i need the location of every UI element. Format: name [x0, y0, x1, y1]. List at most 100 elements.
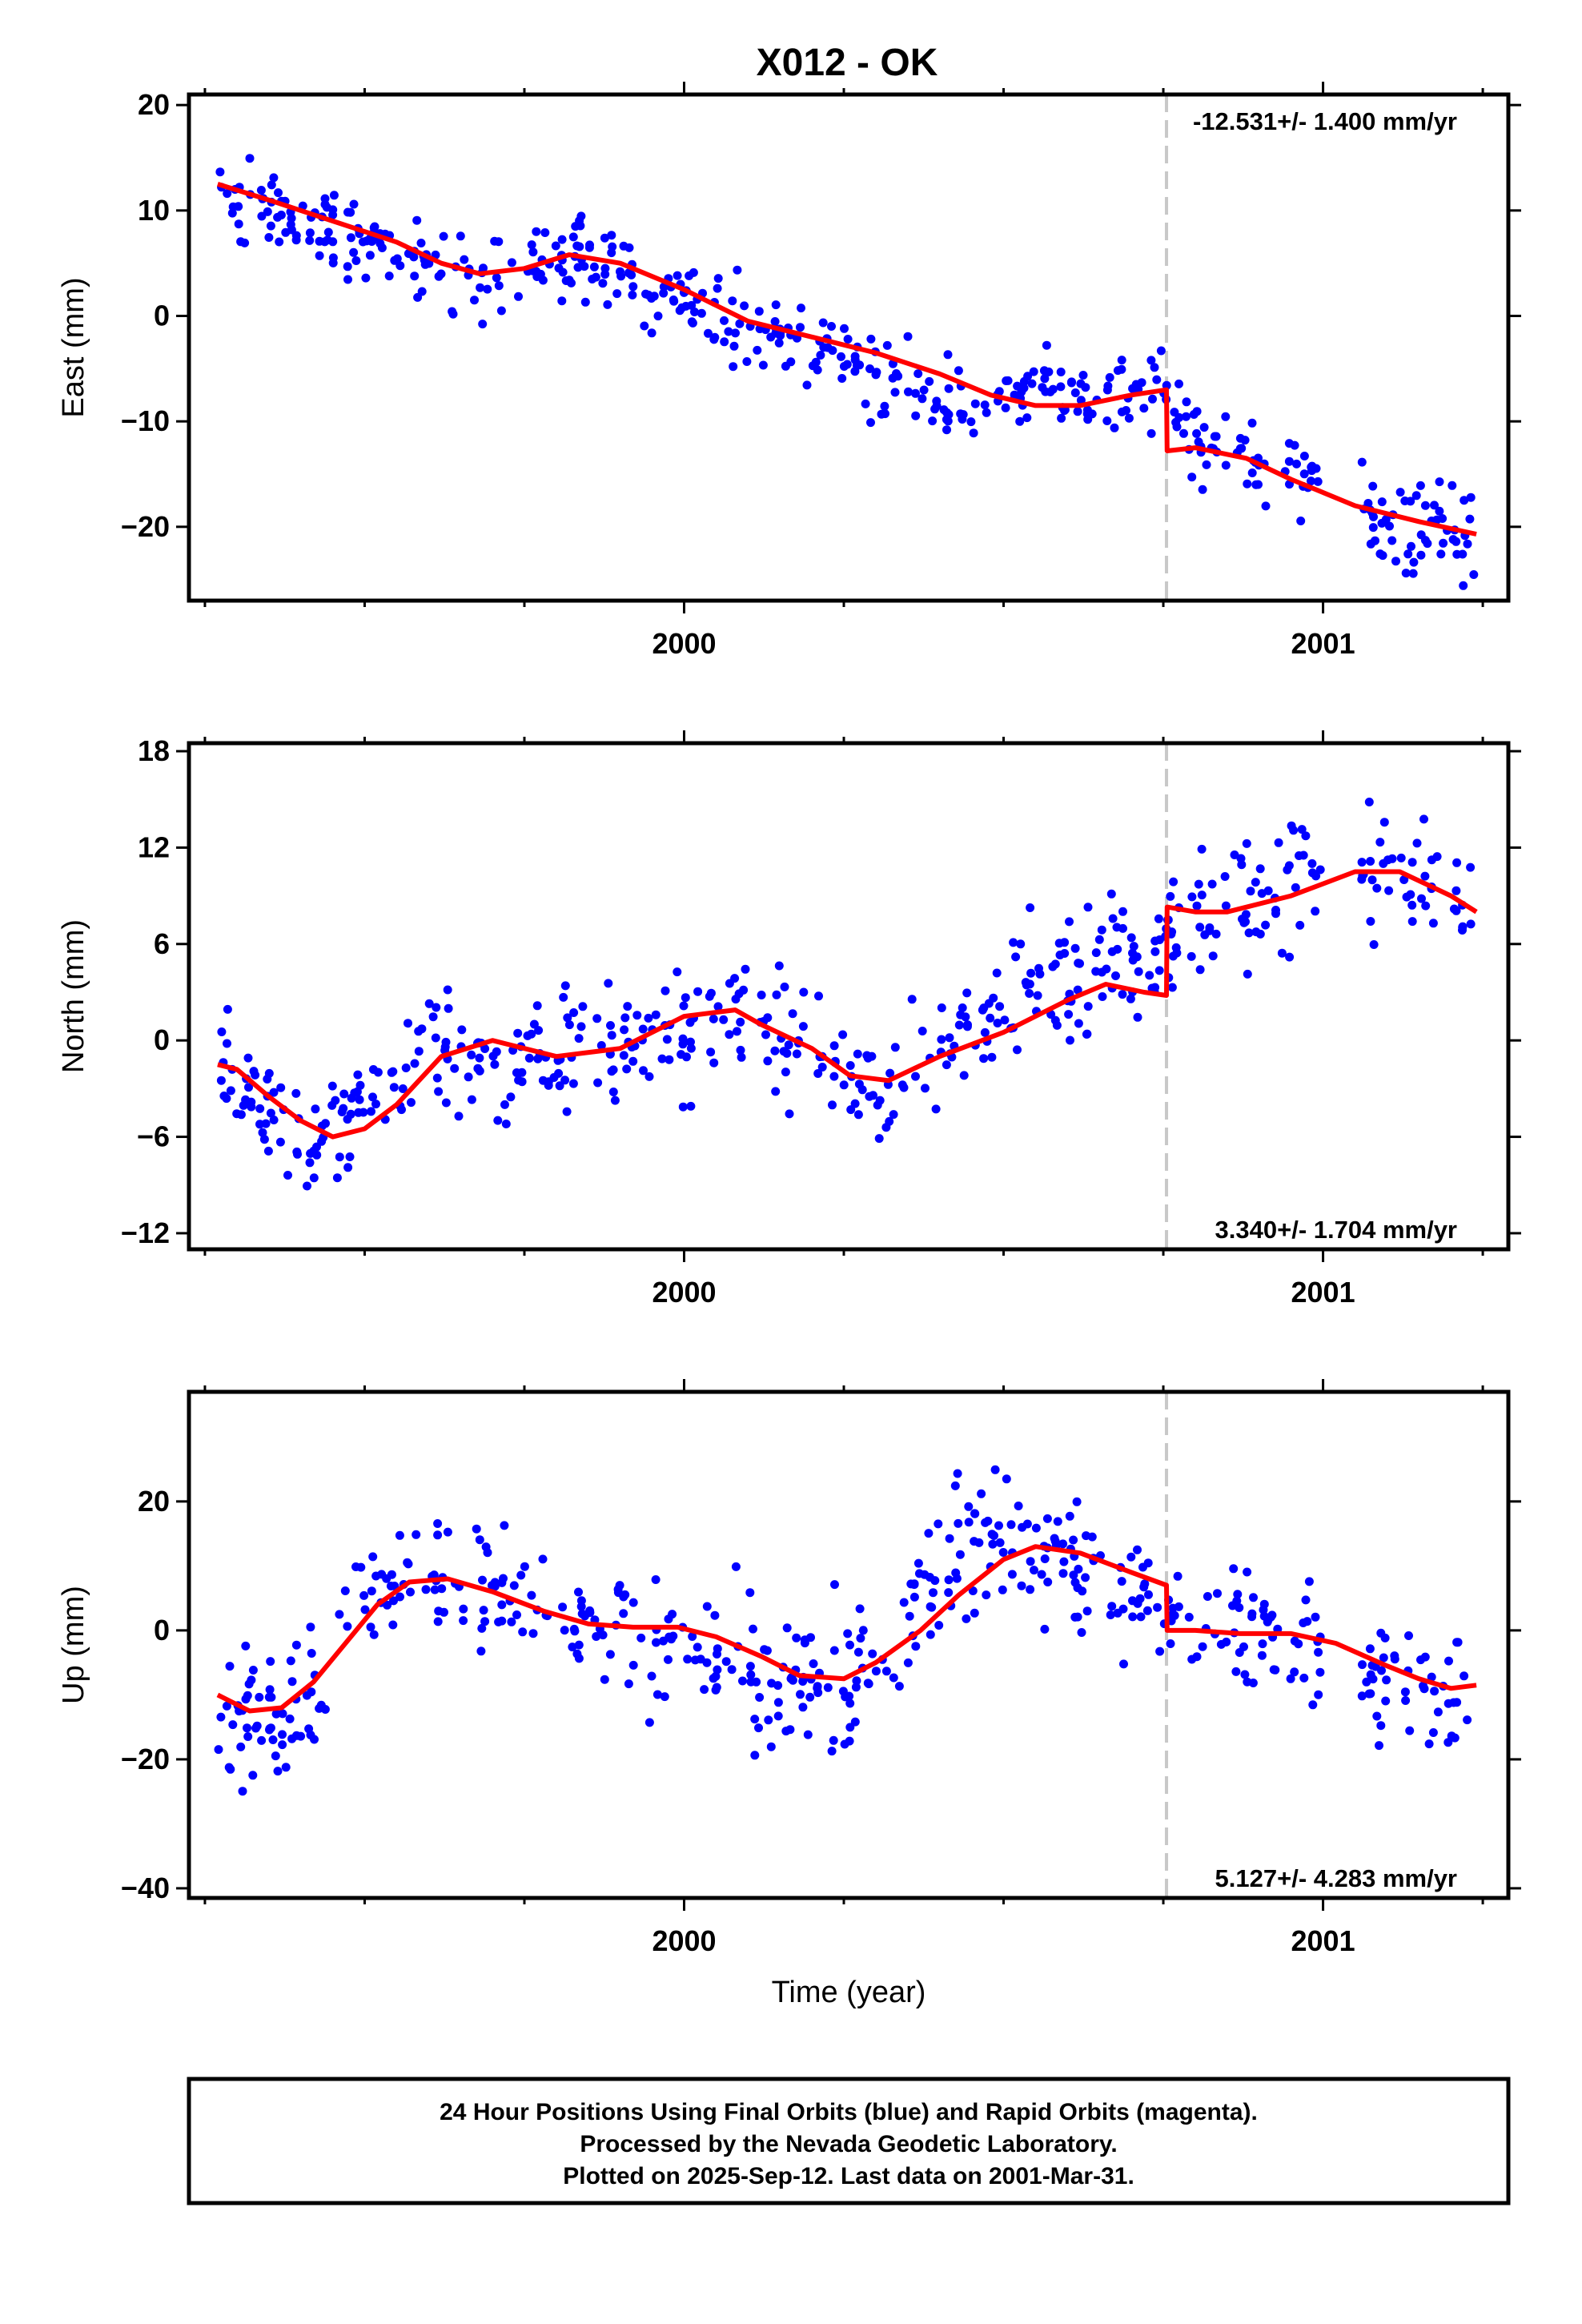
observation-point: [1391, 557, 1400, 566]
observation-point: [523, 1031, 532, 1040]
observation-point: [1271, 906, 1280, 915]
observation-point: [225, 1662, 235, 1671]
observation-point: [285, 1714, 295, 1723]
observation-point: [1037, 1570, 1046, 1579]
observation-point: [1213, 1589, 1222, 1598]
observation-point: [782, 1623, 792, 1633]
observation-point: [1311, 907, 1320, 916]
observation-point: [354, 1108, 363, 1117]
observation-point: [1251, 878, 1260, 887]
observation-point: [1289, 826, 1299, 835]
observation-point: [1156, 346, 1166, 356]
observation-point: [345, 1152, 355, 1161]
observation-point: [706, 1047, 716, 1057]
observation-point: [1207, 879, 1217, 889]
observation-point: [1375, 1741, 1383, 1751]
observation-point: [813, 1682, 822, 1691]
observation-point: [619, 1051, 628, 1060]
observation-point: [952, 1574, 962, 1583]
observation-point: [827, 1747, 837, 1756]
observation-point: [346, 207, 355, 217]
observation-point: [569, 1624, 579, 1634]
observation-point: [1022, 413, 1032, 423]
observation-point: [851, 1683, 861, 1692]
observation-point: [1423, 539, 1432, 549]
panel-3: −40 −20 0 20 2000 2001 Up (mm) Time (year) 5.127…: [57, 1379, 1521, 2009]
observation-point: [328, 258, 338, 267]
observation-point: [837, 374, 847, 383]
observation-point: [1074, 1019, 1083, 1028]
observation-point: [1436, 549, 1446, 559]
y-tick-label: 10: [138, 194, 170, 227]
observation-point: [919, 385, 929, 395]
observation-point: [1363, 499, 1373, 508]
observation-point: [351, 256, 361, 265]
observation-point: [679, 1001, 689, 1011]
observation-point: [1203, 1592, 1212, 1601]
observation-point: [713, 1665, 722, 1675]
observation-point: [1043, 1578, 1053, 1586]
observation-point: [506, 1092, 516, 1102]
observation-point: [837, 352, 845, 361]
observation-point: [1294, 1639, 1303, 1649]
observation-point: [731, 1562, 741, 1571]
observation-point: [258, 1128, 267, 1137]
observation-point: [855, 1604, 865, 1614]
observation-point: [1311, 1612, 1320, 1622]
panel-2: −12 −6 0 6 12 18 2000 2001 North (mm) 3.340+/- 1.…: [57, 730, 1521, 1309]
observation-point: [1167, 983, 1177, 992]
observation-point: [1027, 379, 1037, 388]
observation-point: [459, 1616, 468, 1626]
observation-point: [955, 1550, 965, 1559]
observation-point: [562, 1107, 572, 1116]
observation-point: [1221, 460, 1231, 470]
observation-point: [472, 1524, 481, 1534]
observation-point: [1443, 1738, 1453, 1747]
observation-point: [798, 1022, 808, 1031]
observation-point: [1128, 955, 1138, 965]
observation-point: [1052, 1020, 1062, 1030]
observation-point: [475, 1053, 484, 1063]
observation-point: [499, 1574, 508, 1583]
observation-point: [1073, 407, 1082, 416]
observation-point: [758, 360, 768, 370]
observation-point: [278, 1709, 287, 1719]
observation-point: [1184, 1612, 1194, 1622]
observation-point: [970, 399, 980, 408]
observation-point: [1240, 1670, 1250, 1679]
observation-point: [1172, 948, 1182, 958]
observation-point: [1031, 1523, 1041, 1533]
observation-point: [1066, 1035, 1074, 1045]
observation-point: [1232, 1596, 1242, 1606]
observation-point: [1433, 1707, 1443, 1717]
observation-point: [977, 1489, 986, 1498]
observation-point: [1197, 844, 1207, 854]
observation-point: [359, 1590, 369, 1600]
observation-point: [605, 1650, 615, 1659]
observation-point: [1459, 581, 1468, 590]
panel-frame: [187, 741, 1511, 1252]
observation-point: [377, 243, 387, 252]
observation-point: [713, 283, 722, 293]
observation-point: [470, 296, 479, 305]
observation-point: [1126, 933, 1136, 943]
observation-point: [1460, 496, 1469, 505]
observation-point: [1022, 980, 1031, 990]
observation-point: [1221, 412, 1231, 421]
observation-point: [1040, 374, 1050, 384]
observation-point: [263, 1075, 272, 1084]
observation-point: [1249, 1593, 1258, 1602]
observation-point: [1000, 1015, 1010, 1025]
observation-point: [729, 341, 739, 351]
observation-point: [1002, 1474, 1011, 1484]
observation-point: [255, 1120, 264, 1129]
observation-point: [223, 1039, 231, 1048]
observation-point: [1211, 929, 1221, 939]
observation-point: [568, 232, 578, 242]
observation-point: [538, 1554, 548, 1564]
observation-point: [1220, 872, 1230, 881]
observation-point: [312, 1142, 321, 1152]
observation-point: [1469, 570, 1479, 579]
observation-point: [448, 309, 458, 319]
observation-point: [1236, 854, 1246, 863]
